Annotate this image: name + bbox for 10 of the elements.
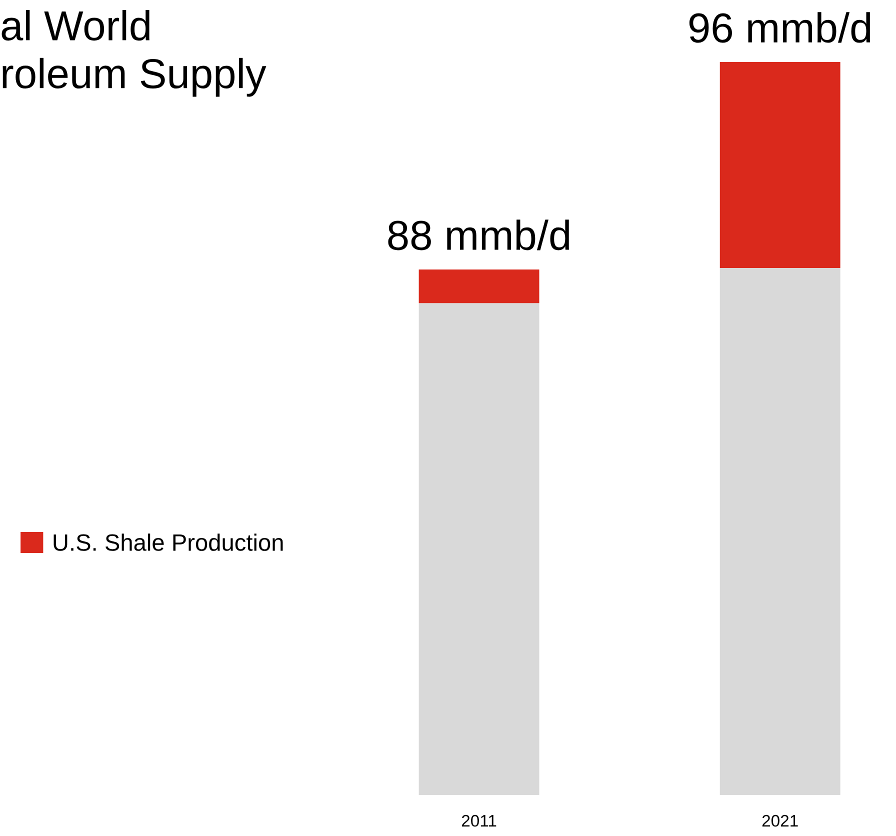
legend-label: U.S. Shale Production [54,534,283,551]
x-tick-label: 2011 [462,814,496,827]
annotation: 88 mmb/d [388,220,569,250]
annotation: 96 mmb/d [689,12,870,43]
bar [720,62,840,268]
x-tick-label: 2021 [762,814,798,827]
bar [418,303,540,795]
bar [418,269,540,304]
chart-title: al World roleum Supply [2,10,266,97]
bar [720,268,840,795]
